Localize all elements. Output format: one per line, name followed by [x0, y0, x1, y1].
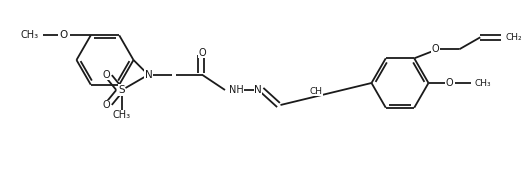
- Text: N: N: [145, 70, 153, 80]
- Text: O: O: [446, 78, 453, 88]
- Text: CH₃: CH₃: [113, 111, 130, 121]
- Text: S: S: [118, 85, 125, 95]
- Text: O: O: [431, 44, 439, 54]
- Text: CH₃: CH₃: [474, 79, 491, 87]
- Text: O: O: [59, 30, 68, 40]
- Text: CH: CH: [310, 86, 323, 96]
- Text: NH: NH: [229, 85, 244, 95]
- Text: O: O: [199, 48, 206, 58]
- Text: N: N: [254, 85, 262, 95]
- Text: O: O: [103, 70, 110, 80]
- Text: CH₂: CH₂: [505, 33, 522, 42]
- Text: O: O: [103, 100, 110, 110]
- Text: CH₃: CH₃: [20, 30, 38, 40]
